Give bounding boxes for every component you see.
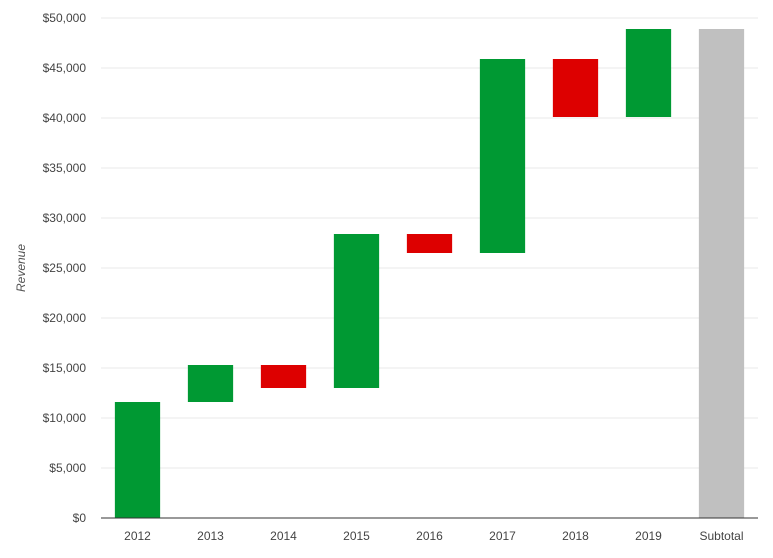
- x-tick-label: 2013: [197, 529, 224, 543]
- y-tick-label: $45,000: [43, 61, 87, 75]
- x-tick-label: 2016: [416, 529, 443, 543]
- bar-2017: [479, 59, 526, 253]
- x-tick-label: 2018: [562, 529, 589, 543]
- y-tick-label: $5,000: [49, 461, 86, 475]
- y-tick-label: $10,000: [43, 411, 87, 425]
- bar-2012: [114, 402, 161, 518]
- x-tick-label: 2017: [489, 529, 516, 543]
- y-tick-label: $20,000: [43, 311, 87, 325]
- x-tick-label: 2012: [124, 529, 151, 543]
- bar-2014: [260, 365, 307, 388]
- y-tick-label: $25,000: [43, 261, 87, 275]
- y-tick-label: $35,000: [43, 161, 87, 175]
- y-tick-label: $40,000: [43, 111, 87, 125]
- x-tick-label: 2019: [635, 529, 662, 543]
- bar-layer: [114, 29, 745, 518]
- y-tick-label: $15,000: [43, 361, 87, 375]
- y-tick-label: $0: [73, 511, 87, 525]
- y-tick-label: $50,000: [43, 11, 87, 25]
- x-tick-label: Subtotal: [699, 529, 743, 543]
- x-tick-label: 2014: [270, 529, 297, 543]
- bar-2016: [406, 234, 453, 253]
- y-tick-label: $30,000: [43, 211, 87, 225]
- bar-2018: [552, 59, 599, 117]
- axis-layer: $0 $5,000 $10,000 $15,000 $20,000 $25,000 $30,…: [43, 11, 758, 543]
- bar-2013: [187, 365, 234, 402]
- y-axis-label: Revenue: [14, 244, 28, 292]
- x-tick-label: 2015: [343, 529, 370, 543]
- bar-subtotal: [698, 29, 745, 518]
- bar-2015: [333, 234, 380, 388]
- bar-2019: [625, 29, 672, 117]
